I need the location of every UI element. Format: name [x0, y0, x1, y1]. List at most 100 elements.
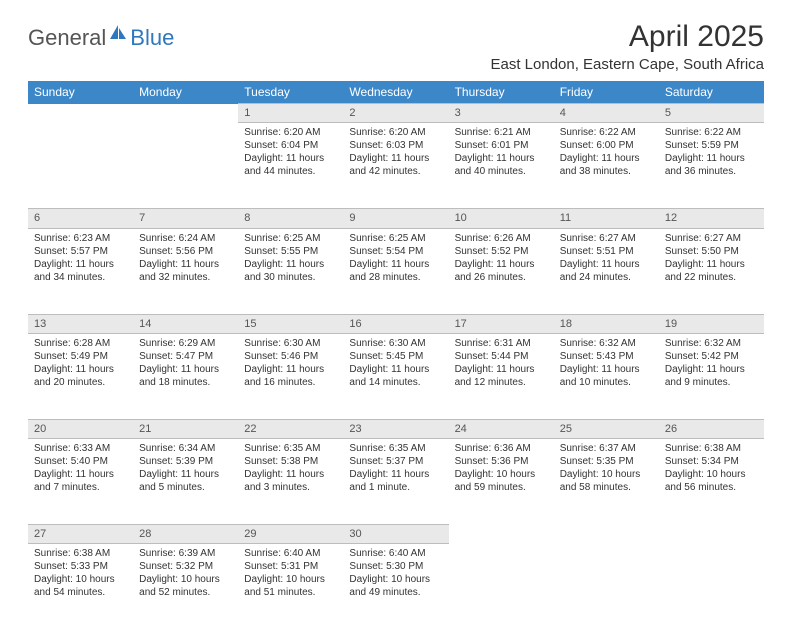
day-cell: Sunrise: 6:40 AMSunset: 5:30 PMDaylight:… [343, 544, 448, 630]
daylight-text: Daylight: 11 hours and 40 minutes. [455, 152, 548, 178]
day-number: 21 [133, 419, 238, 438]
day-cell: Sunrise: 6:30 AMSunset: 5:46 PMDaylight:… [238, 333, 343, 419]
day-cell-content: Sunrise: 6:21 AMSunset: 6:01 PMDaylight:… [449, 123, 554, 182]
sunrise-text: Sunrise: 6:32 AM [665, 337, 758, 350]
sunrise-text: Sunrise: 6:39 AM [139, 547, 232, 560]
daynum-row: 6789101112 [28, 209, 764, 228]
day-cell-content: Sunrise: 6:32 AMSunset: 5:43 PMDaylight:… [554, 334, 659, 393]
sunrise-text: Sunrise: 6:32 AM [560, 337, 653, 350]
sunrise-text: Sunrise: 6:26 AM [455, 232, 548, 245]
day-header: Tuesday [238, 81, 343, 104]
day-cell: Sunrise: 6:32 AMSunset: 5:42 PMDaylight:… [659, 333, 764, 419]
day-number: 25 [554, 419, 659, 438]
day-number: 27 [28, 525, 133, 544]
day-number: 14 [133, 314, 238, 333]
day-cell-content: Sunrise: 6:38 AMSunset: 5:33 PMDaylight:… [28, 544, 133, 603]
day-header: Wednesday [343, 81, 448, 104]
title-block: April 2025 East London, Eastern Cape, So… [490, 20, 764, 73]
sunset-text: Sunset: 5:43 PM [560, 350, 653, 363]
sunrise-text: Sunrise: 6:38 AM [665, 442, 758, 455]
daylight-text: Daylight: 11 hours and 32 minutes. [139, 258, 232, 284]
day-cell: Sunrise: 6:26 AMSunset: 5:52 PMDaylight:… [449, 228, 554, 314]
sunrise-text: Sunrise: 6:21 AM [455, 126, 548, 139]
day-cell: Sunrise: 6:25 AMSunset: 5:54 PMDaylight:… [343, 228, 448, 314]
sunrise-text: Sunrise: 6:25 AM [349, 232, 442, 245]
daylight-text: Daylight: 11 hours and 16 minutes. [244, 363, 337, 389]
day-number: 6 [28, 209, 133, 228]
sunrise-text: Sunrise: 6:22 AM [665, 126, 758, 139]
sunrise-text: Sunrise: 6:25 AM [244, 232, 337, 245]
sunrise-text: Sunrise: 6:24 AM [139, 232, 232, 245]
sunset-text: Sunset: 5:32 PM [139, 560, 232, 573]
day-number: 5 [659, 104, 764, 123]
sunrise-text: Sunrise: 6:38 AM [34, 547, 127, 560]
sunrise-text: Sunrise: 6:37 AM [560, 442, 653, 455]
day-number: 20 [28, 419, 133, 438]
day-number: 4 [554, 104, 659, 123]
daylight-text: Daylight: 10 hours and 58 minutes. [560, 468, 653, 494]
day-number: 15 [238, 314, 343, 333]
daylight-text: Daylight: 11 hours and 7 minutes. [34, 468, 127, 494]
sunset-text: Sunset: 5:52 PM [455, 245, 548, 258]
day-number: 23 [343, 419, 448, 438]
day-cell-content: Sunrise: 6:40 AMSunset: 5:31 PMDaylight:… [238, 544, 343, 603]
sunset-text: Sunset: 6:01 PM [455, 139, 548, 152]
sunset-text: Sunset: 5:59 PM [665, 139, 758, 152]
sunset-text: Sunset: 6:04 PM [244, 139, 337, 152]
sunset-text: Sunset: 5:35 PM [560, 455, 653, 468]
sunrise-text: Sunrise: 6:29 AM [139, 337, 232, 350]
day-cell-content: Sunrise: 6:22 AMSunset: 6:00 PMDaylight:… [554, 123, 659, 182]
day-cell-content: Sunrise: 6:40 AMSunset: 5:30 PMDaylight:… [343, 544, 448, 603]
day-number: 7 [133, 209, 238, 228]
day-cell: Sunrise: 6:38 AMSunset: 5:34 PMDaylight:… [659, 439, 764, 525]
daynum-row: 13141516171819 [28, 314, 764, 333]
month-title: April 2025 [490, 20, 764, 54]
content-row: Sunrise: 6:38 AMSunset: 5:33 PMDaylight:… [28, 544, 764, 630]
day-cell-content: Sunrise: 6:30 AMSunset: 5:45 PMDaylight:… [343, 334, 448, 393]
daylight-text: Daylight: 11 hours and 10 minutes. [560, 363, 653, 389]
day-cell: Sunrise: 6:39 AMSunset: 5:32 PMDaylight:… [133, 544, 238, 630]
day-number: 26 [659, 419, 764, 438]
sunset-text: Sunset: 5:37 PM [349, 455, 442, 468]
daylight-text: Daylight: 11 hours and 5 minutes. [139, 468, 232, 494]
day-cell: Sunrise: 6:20 AMSunset: 6:03 PMDaylight:… [343, 123, 448, 209]
day-cell-content: Sunrise: 6:37 AMSunset: 5:35 PMDaylight:… [554, 439, 659, 498]
day-cell-content: Sunrise: 6:31 AMSunset: 5:44 PMDaylight:… [449, 334, 554, 393]
day-cell [133, 123, 238, 209]
content-row: Sunrise: 6:28 AMSunset: 5:49 PMDaylight:… [28, 333, 764, 419]
sunrise-text: Sunrise: 6:35 AM [349, 442, 442, 455]
day-number: 22 [238, 419, 343, 438]
day-number: 28 [133, 525, 238, 544]
day-number: 9 [343, 209, 448, 228]
day-number [554, 525, 659, 544]
day-cell [554, 544, 659, 630]
daynum-row: 20212223242526 [28, 419, 764, 438]
day-cell: Sunrise: 6:25 AMSunset: 5:55 PMDaylight:… [238, 228, 343, 314]
day-header: Friday [554, 81, 659, 104]
sunrise-text: Sunrise: 6:27 AM [560, 232, 653, 245]
day-cell: Sunrise: 6:24 AMSunset: 5:56 PMDaylight:… [133, 228, 238, 314]
calendar-table: SundayMondayTuesdayWednesdayThursdayFrid… [28, 81, 764, 630]
daylight-text: Daylight: 11 hours and 42 minutes. [349, 152, 442, 178]
sunset-text: Sunset: 5:49 PM [34, 350, 127, 363]
sunset-text: Sunset: 5:54 PM [349, 245, 442, 258]
day-header: Saturday [659, 81, 764, 104]
sunset-text: Sunset: 5:42 PM [665, 350, 758, 363]
day-number: 18 [554, 314, 659, 333]
sunset-text: Sunset: 5:40 PM [34, 455, 127, 468]
day-cell-content: Sunrise: 6:23 AMSunset: 5:57 PMDaylight:… [28, 229, 133, 288]
day-number [28, 104, 133, 123]
sunrise-text: Sunrise: 6:30 AM [349, 337, 442, 350]
sunset-text: Sunset: 5:33 PM [34, 560, 127, 573]
daylight-text: Daylight: 11 hours and 3 minutes. [244, 468, 337, 494]
daylight-text: Daylight: 10 hours and 59 minutes. [455, 468, 548, 494]
sunset-text: Sunset: 5:45 PM [349, 350, 442, 363]
sunset-text: Sunset: 5:30 PM [349, 560, 442, 573]
sunset-text: Sunset: 5:55 PM [244, 245, 337, 258]
day-cell: Sunrise: 6:20 AMSunset: 6:04 PMDaylight:… [238, 123, 343, 209]
day-cell-content: Sunrise: 6:33 AMSunset: 5:40 PMDaylight:… [28, 439, 133, 498]
day-number: 13 [28, 314, 133, 333]
sunset-text: Sunset: 5:51 PM [560, 245, 653, 258]
sunrise-text: Sunrise: 6:23 AM [34, 232, 127, 245]
daylight-text: Daylight: 11 hours and 28 minutes. [349, 258, 442, 284]
